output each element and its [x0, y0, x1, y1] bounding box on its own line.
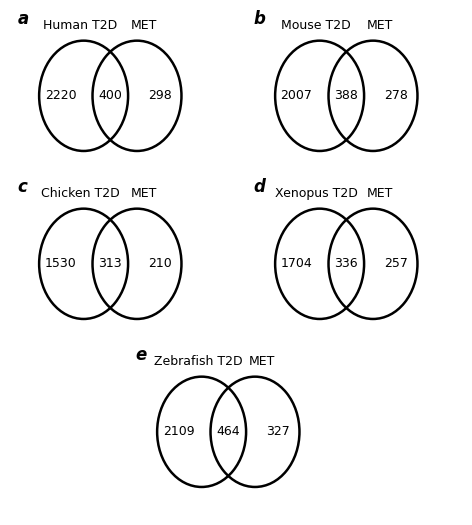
Text: MET: MET [367, 19, 393, 32]
Text: 400: 400 [98, 89, 122, 102]
Text: 2007: 2007 [280, 89, 312, 102]
Text: c: c [18, 178, 28, 196]
Text: MET: MET [367, 187, 393, 200]
Text: MET: MET [131, 19, 157, 32]
Text: 2109: 2109 [163, 425, 194, 438]
Text: b: b [254, 10, 266, 28]
Text: 2220: 2220 [45, 89, 76, 102]
Text: 313: 313 [99, 257, 122, 270]
Text: 210: 210 [148, 257, 172, 270]
Text: a: a [18, 10, 29, 28]
Text: Chicken T2D: Chicken T2D [41, 187, 119, 200]
Text: Xenopus T2D: Xenopus T2D [275, 187, 357, 200]
Text: 298: 298 [148, 89, 172, 102]
Text: 336: 336 [335, 257, 358, 270]
Text: 278: 278 [384, 89, 408, 102]
Text: Mouse T2D: Mouse T2D [281, 19, 351, 32]
Text: e: e [136, 346, 147, 364]
Text: MET: MET [249, 355, 275, 368]
Text: 464: 464 [217, 425, 240, 438]
Text: 388: 388 [334, 89, 358, 102]
Text: MET: MET [131, 187, 157, 200]
Text: Zebrafish T2D: Zebrafish T2D [154, 355, 242, 368]
Text: d: d [254, 178, 266, 196]
Text: 1704: 1704 [281, 257, 312, 270]
Text: 1530: 1530 [45, 257, 76, 270]
Text: 327: 327 [266, 425, 290, 438]
Text: Human T2D: Human T2D [43, 19, 117, 32]
Text: 257: 257 [384, 257, 408, 270]
